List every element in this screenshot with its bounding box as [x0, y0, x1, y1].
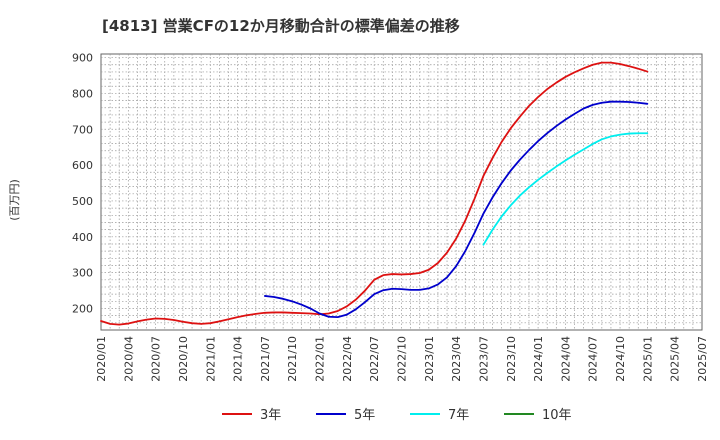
x-tick-label: 2024/10 [614, 336, 627, 382]
x-tick-label: 2023/01 [423, 336, 436, 382]
y-gridlines [101, 57, 702, 324]
x-tick-label: 2022/10 [396, 336, 409, 382]
x-tick-label: 2024/01 [532, 336, 545, 382]
chart-title: [4813] 営業CFの12か月移動合計の標準偏差の推移 [102, 17, 460, 35]
legend-label: 10年 [542, 408, 572, 423]
x-tick-label: 2022/04 [341, 336, 354, 382]
x-tick-label: 2024/04 [559, 336, 572, 382]
x-tick-label: 2024/07 [587, 336, 600, 382]
y-axis-ticks: 200 300 400 500 600 700 800 900 [72, 52, 93, 316]
legend: 3年 5年 7年 10年 [222, 408, 572, 423]
x-tick-label: 2021/07 [259, 336, 272, 382]
y-tick-label: 300 [72, 267, 93, 280]
x-tick-label: 2021/01 [204, 336, 217, 382]
x-gridlines [109, 54, 694, 330]
legend-label: 5年 [354, 408, 375, 423]
y-tick-label: 800 [72, 87, 93, 100]
legend-label: 7年 [448, 408, 469, 423]
x-tick-label: 2020/01 [95, 336, 108, 382]
y-tick-label: 400 [72, 231, 93, 244]
y-tick-label: 200 [72, 302, 93, 315]
x-tick-label: 2022/01 [314, 336, 327, 382]
x-tick-label: 2023/04 [450, 336, 463, 382]
series-line-3 [482, 132, 649, 246]
x-tick-label: 2020/10 [177, 336, 190, 382]
x-tick-label: 2021/04 [232, 336, 245, 382]
x-tick-label: 2023/07 [477, 336, 490, 382]
x-axis-ticks: 2020/01 2020/04 2020/07 2020/10 2021/01 2021/… [95, 336, 709, 382]
y-tick-label: 900 [72, 52, 93, 65]
y-tick-label: 600 [72, 159, 93, 172]
y-tick-label: 700 [72, 123, 93, 136]
x-tick-label: 2021/10 [286, 336, 299, 382]
x-tick-label: 2025/07 [696, 336, 709, 382]
series-line-2 [264, 100, 649, 318]
legend-label: 3年 [260, 408, 281, 423]
series-layer [100, 61, 649, 326]
x-tick-label: 2025/01 [641, 336, 654, 382]
y-axis-label: (百万円) [8, 179, 21, 221]
x-tick-label: 2023/10 [505, 336, 518, 382]
x-tick-label: 2020/04 [122, 336, 135, 382]
y-tick-label: 500 [72, 195, 93, 208]
x-tick-label: 2020/07 [150, 336, 163, 382]
x-tick-label: 2022/07 [368, 336, 381, 382]
x-tick-label: 2025/04 [669, 336, 682, 382]
series-line-1 [100, 61, 649, 326]
